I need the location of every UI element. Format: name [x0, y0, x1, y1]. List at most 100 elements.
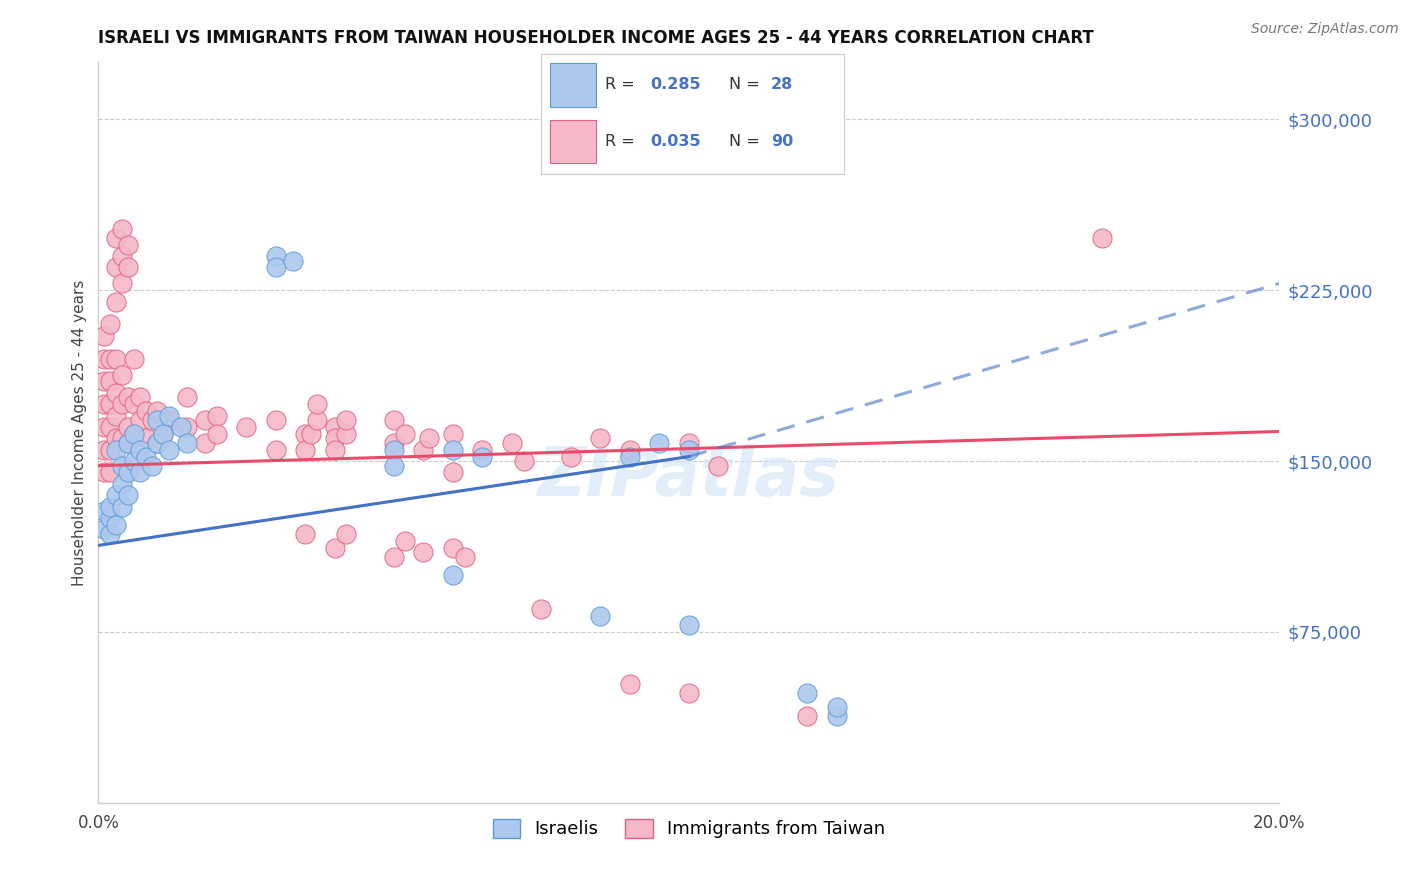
Point — [335, 413, 357, 427]
Text: 0.285: 0.285 — [650, 78, 700, 93]
Point — [335, 426, 357, 441]
Text: Source: ZipAtlas.com: Source: ZipAtlas.com — [1251, 22, 1399, 37]
Point — [382, 435, 405, 450]
Point — [441, 426, 464, 441]
Point — [619, 450, 641, 464]
Point — [117, 260, 139, 275]
Point — [157, 442, 180, 457]
Point — [283, 253, 305, 268]
Point — [111, 431, 134, 445]
Point — [441, 442, 464, 457]
Point — [305, 397, 328, 411]
Point — [394, 533, 416, 548]
Point — [93, 466, 115, 480]
Point — [382, 549, 405, 564]
Point — [135, 404, 157, 418]
Point — [141, 413, 163, 427]
Text: N =: N = — [728, 78, 765, 93]
Point — [825, 700, 848, 714]
Point — [825, 709, 848, 723]
Text: 90: 90 — [770, 134, 793, 149]
Point — [589, 609, 612, 624]
Point — [394, 426, 416, 441]
Point — [93, 504, 115, 518]
Point — [98, 442, 121, 457]
Point — [98, 420, 121, 434]
Text: ISRAELI VS IMMIGRANTS FROM TAIWAN HOUSEHOLDER INCOME AGES 25 - 44 YEARS CORRELAT: ISRAELI VS IMMIGRANTS FROM TAIWAN HOUSEH… — [98, 29, 1094, 47]
Point — [135, 450, 157, 464]
Point — [323, 420, 346, 434]
Point — [105, 488, 128, 502]
Point — [264, 249, 287, 263]
Point — [146, 404, 169, 418]
Text: R =: R = — [605, 134, 640, 149]
Point — [111, 397, 134, 411]
Point — [111, 458, 134, 473]
Point — [418, 431, 440, 445]
Point — [796, 709, 818, 723]
Point — [530, 602, 553, 616]
Point — [122, 426, 145, 441]
Point — [98, 500, 121, 514]
Point — [111, 476, 134, 491]
Point — [205, 409, 228, 423]
Point — [105, 442, 128, 457]
Point — [678, 435, 700, 450]
Point — [105, 385, 128, 400]
Point — [105, 294, 128, 309]
Point — [471, 450, 494, 464]
Point — [93, 375, 115, 389]
Legend: Israelis, Immigrants from Taiwan: Israelis, Immigrants from Taiwan — [485, 812, 893, 846]
Point — [678, 442, 700, 457]
Point — [111, 221, 134, 235]
Point — [122, 397, 145, 411]
Point — [122, 426, 145, 441]
Point — [135, 431, 157, 445]
Point — [619, 677, 641, 691]
Point — [382, 413, 405, 427]
Point — [98, 318, 121, 332]
Point — [205, 426, 228, 441]
Point — [264, 442, 287, 457]
Point — [678, 618, 700, 632]
Point — [707, 458, 730, 473]
Point — [294, 442, 316, 457]
Point — [117, 435, 139, 450]
Point — [157, 413, 180, 427]
Point — [648, 435, 671, 450]
Y-axis label: Householder Income Ages 25 - 44 years: Householder Income Ages 25 - 44 years — [72, 279, 87, 586]
Point — [105, 431, 128, 445]
Point — [194, 413, 217, 427]
Point — [1091, 231, 1114, 245]
Point — [146, 435, 169, 450]
Point — [471, 442, 494, 457]
FancyBboxPatch shape — [550, 120, 596, 163]
Point — [512, 454, 534, 468]
Point — [111, 368, 134, 382]
Point — [105, 409, 128, 423]
Point — [128, 442, 150, 457]
Point — [176, 390, 198, 404]
Point — [122, 351, 145, 366]
Point — [441, 568, 464, 582]
Point — [382, 442, 405, 457]
Point — [619, 442, 641, 457]
Point — [146, 435, 169, 450]
Point — [117, 390, 139, 404]
FancyBboxPatch shape — [550, 63, 596, 106]
Point — [93, 442, 115, 457]
Point — [93, 420, 115, 434]
Point — [141, 458, 163, 473]
Point — [335, 527, 357, 541]
Point — [111, 500, 134, 514]
Point — [122, 454, 145, 468]
Text: R =: R = — [605, 78, 640, 93]
Text: 0.035: 0.035 — [650, 134, 700, 149]
Point — [382, 458, 405, 473]
Point — [98, 527, 121, 541]
Point — [128, 413, 150, 427]
Point — [98, 397, 121, 411]
Text: ZIPatlas: ZIPatlas — [538, 444, 839, 510]
Point — [111, 249, 134, 263]
Point — [117, 237, 139, 252]
